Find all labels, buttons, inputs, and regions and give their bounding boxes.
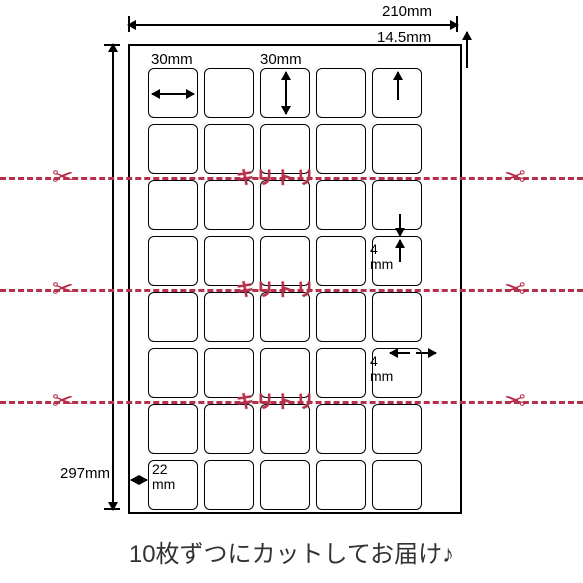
scissors-icon: ✂ <box>52 274 74 305</box>
cut-label: キリトリ <box>236 276 316 302</box>
dim-tick <box>128 16 130 32</box>
dim-cell-w: 30mm <box>151 52 193 69</box>
dim-tick <box>104 44 120 46</box>
label-cell <box>316 68 366 118</box>
scissors-icon: ✂ <box>52 162 74 193</box>
dim-sheet-height-arrow <box>112 44 114 510</box>
dim-sheet-width: 210mm <box>382 4 432 21</box>
dim-sheet-width-arrow <box>128 24 458 26</box>
dim-tick <box>456 16 458 32</box>
label-cell <box>148 124 198 174</box>
label-cell <box>148 348 198 398</box>
scissors-icon: ✂ <box>52 386 74 417</box>
label-cell <box>316 404 366 454</box>
top-right-arrow <box>397 72 399 100</box>
dim-cell-h-arrow <box>285 72 287 114</box>
label-cell <box>372 460 422 510</box>
label-cell <box>372 124 422 174</box>
cut-label: キリトリ <box>236 164 316 190</box>
cut-label: キリトリ <box>236 388 316 414</box>
diagram-canvas: 210mm 14.5mm 30mm 30mm 4 mm 4 mm 22 mm 2… <box>0 0 583 583</box>
caption: 10枚ずつにカットしてお届け♪ <box>0 534 583 569</box>
label-cell <box>316 348 366 398</box>
label-cell <box>204 460 254 510</box>
label-cell <box>316 460 366 510</box>
label-cell <box>316 292 366 342</box>
dim-cell-h: 30mm <box>260 52 302 69</box>
dim-top-margin-arrow <box>466 32 468 68</box>
dim-gap1-arrow-up <box>399 214 401 236</box>
label-cell <box>372 404 422 454</box>
label-cell <box>148 292 198 342</box>
label-cell <box>316 180 366 230</box>
dim-left-margin: 22 mm <box>152 462 175 493</box>
dim-sheet-height: 297mm <box>60 466 110 483</box>
label-cell <box>316 236 366 286</box>
label-cell <box>204 68 254 118</box>
scissors-icon: ✂ <box>504 274 526 305</box>
dim-left-margin-arrow <box>131 479 147 481</box>
scissors-icon: ✂ <box>504 162 526 193</box>
dim-gap1: 4 mm <box>370 242 393 273</box>
dim-gap1-arrow-dn <box>399 240 401 262</box>
dim-gap2: 4 mm <box>370 354 393 385</box>
label-cell <box>316 124 366 174</box>
dim-tick <box>104 508 120 510</box>
label-cell <box>260 460 310 510</box>
label-cell <box>148 180 198 230</box>
label-cell <box>372 180 422 230</box>
label-cell <box>148 404 198 454</box>
scissors-icon: ✂ <box>504 386 526 417</box>
dim-cell-w-arrow <box>152 93 194 95</box>
label-cell <box>148 236 198 286</box>
dim-gap2-arrow-r <box>416 352 436 354</box>
label-cell <box>372 292 422 342</box>
